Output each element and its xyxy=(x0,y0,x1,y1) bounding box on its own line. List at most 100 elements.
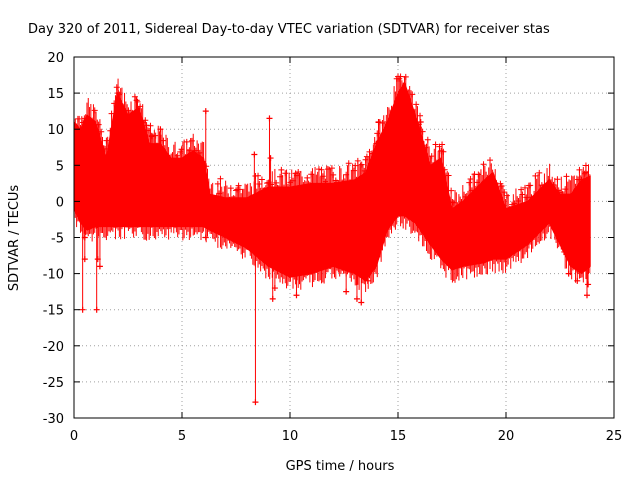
data-point xyxy=(582,169,589,176)
data-point xyxy=(115,90,122,97)
data-point xyxy=(308,171,315,178)
data-point xyxy=(432,141,439,148)
data-point xyxy=(509,201,516,208)
y-tick-label: 15 xyxy=(47,87,64,102)
data-point xyxy=(527,182,534,189)
data-point xyxy=(354,157,361,164)
data-point xyxy=(183,138,190,145)
data-point xyxy=(236,186,243,193)
data-point xyxy=(369,150,376,157)
data-point xyxy=(361,167,368,174)
data-point xyxy=(91,107,98,114)
data-point xyxy=(188,137,195,144)
data-point xyxy=(133,97,140,104)
data-point xyxy=(95,121,102,128)
x-tick-label: 25 xyxy=(606,429,623,444)
data-point xyxy=(256,248,263,255)
data-point xyxy=(94,256,101,263)
data-point xyxy=(428,153,435,160)
data-point xyxy=(214,180,221,187)
data-point xyxy=(373,140,380,147)
data-point xyxy=(262,185,269,192)
data-point xyxy=(578,176,585,183)
data-point xyxy=(585,281,592,288)
data-point xyxy=(343,171,350,178)
data-point xyxy=(255,172,262,179)
data-point xyxy=(295,169,302,176)
data-point xyxy=(157,126,164,133)
data-point xyxy=(277,173,284,180)
data-point xyxy=(503,192,510,199)
data-point xyxy=(96,263,103,270)
data-point xyxy=(233,187,239,194)
data-point xyxy=(581,170,588,177)
data-point xyxy=(111,100,118,107)
data-point xyxy=(217,175,224,182)
data-point xyxy=(278,166,285,173)
x-tick-label: 20 xyxy=(498,429,515,444)
data-point xyxy=(113,84,120,91)
data-point xyxy=(519,191,526,198)
data-point xyxy=(341,178,348,185)
axis-ticks: 0 5 10 15 20 25 -30 -25 -20 -15 -10 -5 0 5 10 15 20 xyxy=(43,51,623,444)
data-point xyxy=(563,173,570,180)
x-tick-label: 0 xyxy=(70,429,78,444)
data-point xyxy=(554,176,561,183)
data-point xyxy=(362,156,369,163)
data-point xyxy=(475,171,482,178)
data-point xyxy=(290,177,297,184)
data-point xyxy=(576,166,583,173)
data-point xyxy=(582,162,589,169)
data-point xyxy=(379,120,386,127)
y-tick-label: -25 xyxy=(43,376,64,391)
data-point xyxy=(293,292,300,299)
data-point xyxy=(80,119,87,126)
data-point xyxy=(334,179,341,186)
y-tick-label: -5 xyxy=(51,232,64,247)
data-point xyxy=(178,146,185,153)
data-point xyxy=(352,162,359,169)
data-point xyxy=(308,191,315,198)
data-point xyxy=(186,147,193,154)
y-tick-label: 10 xyxy=(47,123,64,138)
data-point xyxy=(450,199,457,206)
data-point xyxy=(319,173,326,180)
data-point xyxy=(345,160,352,167)
data-point xyxy=(441,166,448,173)
data-point xyxy=(363,153,370,160)
data-point xyxy=(518,186,525,193)
data-point xyxy=(251,151,258,158)
x-tick-label: 10 xyxy=(282,429,299,444)
data-point xyxy=(458,199,465,206)
data-point xyxy=(192,147,199,154)
data-point xyxy=(131,93,138,100)
data-point xyxy=(103,137,110,144)
data-point xyxy=(358,299,365,306)
data-point xyxy=(536,169,543,176)
x-tick-label: 15 xyxy=(390,429,407,444)
data-point xyxy=(147,122,154,129)
data-point xyxy=(562,186,569,193)
y-tick-label: 20 xyxy=(47,51,64,66)
data-point xyxy=(235,182,242,189)
data-point xyxy=(565,270,572,277)
data-point xyxy=(258,176,265,183)
y-tick-label: -30 xyxy=(43,412,64,427)
data-point xyxy=(522,184,529,191)
data-point xyxy=(252,399,259,406)
y-tick-label: -15 xyxy=(43,304,64,319)
data-point xyxy=(322,178,329,185)
data-point xyxy=(468,187,475,194)
data-point xyxy=(467,175,474,182)
data-point xyxy=(358,161,365,168)
data-point xyxy=(267,155,274,162)
data-point xyxy=(80,126,87,133)
y-axis-label: SDTVAR / TECUs xyxy=(7,185,22,292)
data-point xyxy=(79,306,86,313)
data-point xyxy=(227,185,234,192)
data-point xyxy=(256,181,263,188)
data-point xyxy=(328,165,335,172)
data-point xyxy=(584,292,590,299)
data-point xyxy=(422,144,429,151)
data-point xyxy=(177,148,184,155)
